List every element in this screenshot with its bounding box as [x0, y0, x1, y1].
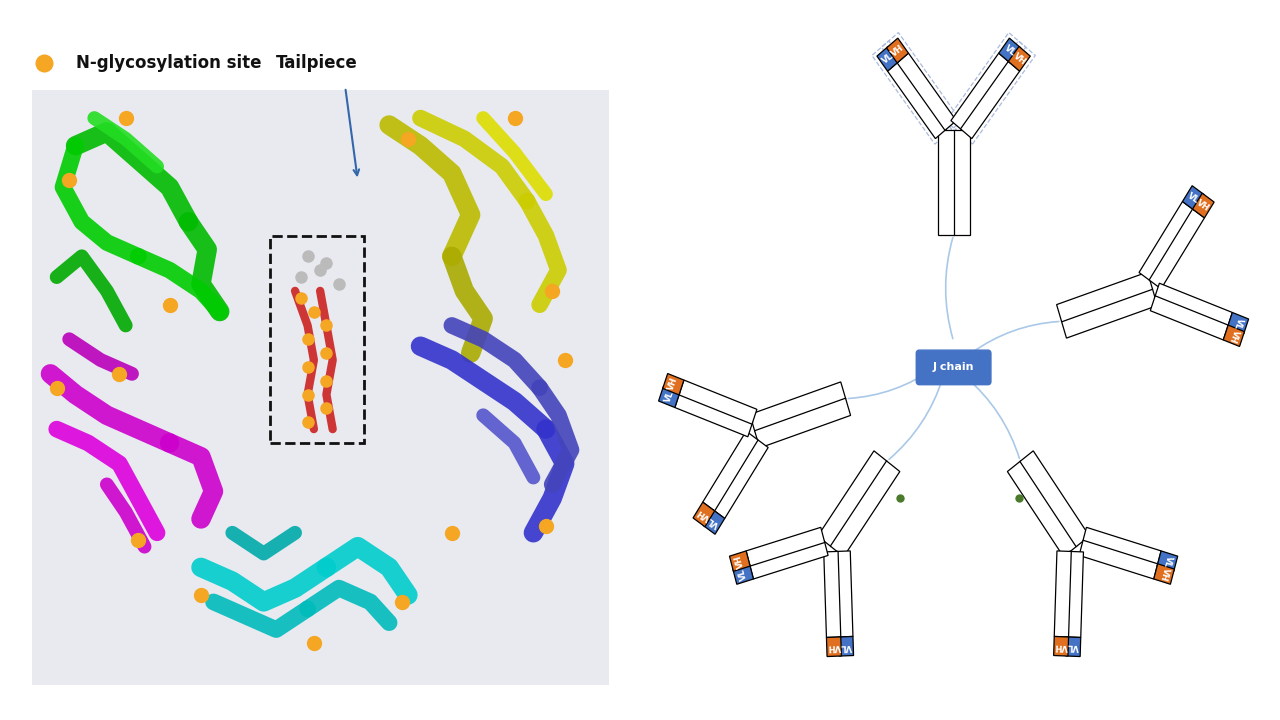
Text: VL: VL [840, 642, 852, 651]
Polygon shape [1157, 551, 1178, 572]
Polygon shape [1224, 325, 1244, 346]
Text: J chain: J chain [933, 362, 974, 372]
Polygon shape [897, 53, 956, 130]
Polygon shape [887, 61, 947, 138]
Polygon shape [1139, 202, 1194, 282]
Text: VH: VH [1196, 198, 1211, 213]
Text: VH: VH [696, 507, 712, 522]
Polygon shape [746, 527, 824, 566]
Text: VH: VH [890, 43, 905, 58]
Polygon shape [1020, 451, 1089, 546]
Text: VL: VL [881, 52, 895, 66]
Polygon shape [827, 637, 841, 657]
Text: VH: VH [733, 554, 746, 569]
Polygon shape [1153, 564, 1174, 584]
Text: VL: VL [1231, 316, 1244, 330]
Polygon shape [1009, 46, 1030, 71]
Text: VL: VL [1002, 43, 1018, 58]
Polygon shape [1155, 283, 1233, 328]
Text: VH: VH [827, 642, 841, 652]
Polygon shape [1079, 540, 1157, 579]
Polygon shape [838, 636, 854, 656]
Polygon shape [733, 564, 754, 584]
Text: VH: VH [1011, 51, 1028, 66]
Polygon shape [730, 551, 750, 572]
Polygon shape [1007, 461, 1076, 557]
Text: VL: VL [707, 515, 722, 529]
Polygon shape [755, 398, 851, 448]
Polygon shape [1055, 551, 1071, 637]
Polygon shape [678, 380, 756, 424]
Polygon shape [818, 451, 887, 546]
Polygon shape [954, 130, 969, 235]
Polygon shape [1066, 552, 1083, 637]
Polygon shape [1183, 186, 1204, 210]
Polygon shape [1228, 312, 1248, 334]
Text: VH: VH [667, 377, 680, 392]
Polygon shape [750, 382, 846, 432]
FancyBboxPatch shape [916, 350, 991, 384]
Polygon shape [1066, 637, 1080, 657]
Text: VL: VL [1161, 554, 1174, 568]
Text: N-glycosylation site: N-glycosylation site [76, 54, 261, 72]
Polygon shape [703, 510, 724, 534]
Polygon shape [675, 392, 753, 437]
Text: VL: VL [737, 567, 749, 581]
Polygon shape [877, 46, 899, 71]
Polygon shape [659, 386, 680, 408]
Text: VL: VL [1185, 191, 1201, 205]
Polygon shape [1083, 527, 1161, 566]
Polygon shape [836, 551, 852, 637]
Polygon shape [703, 431, 758, 511]
Polygon shape [998, 38, 1020, 63]
Text: Tailpiece: Tailpiece [276, 54, 358, 72]
Polygon shape [887, 38, 909, 63]
Polygon shape [713, 438, 768, 518]
Polygon shape [1193, 193, 1215, 218]
Text: VH: VH [1158, 567, 1170, 582]
Polygon shape [1056, 272, 1152, 322]
Polygon shape [951, 53, 1010, 130]
Polygon shape [960, 61, 1020, 138]
Polygon shape [1061, 288, 1157, 338]
Polygon shape [831, 461, 900, 557]
Bar [270, 235, 364, 443]
Text: VH: VH [1228, 328, 1240, 343]
Polygon shape [750, 540, 828, 579]
Text: VH: VH [1055, 642, 1068, 651]
Polygon shape [692, 502, 714, 527]
Polygon shape [938, 130, 954, 235]
Polygon shape [1151, 296, 1229, 340]
Polygon shape [1053, 636, 1069, 656]
Text: VL: VL [1068, 642, 1079, 652]
Polygon shape [663, 374, 684, 395]
Text: VL: VL [663, 390, 676, 404]
Polygon shape [1149, 209, 1204, 289]
Polygon shape [824, 552, 841, 637]
Bar [32, 91, 609, 685]
